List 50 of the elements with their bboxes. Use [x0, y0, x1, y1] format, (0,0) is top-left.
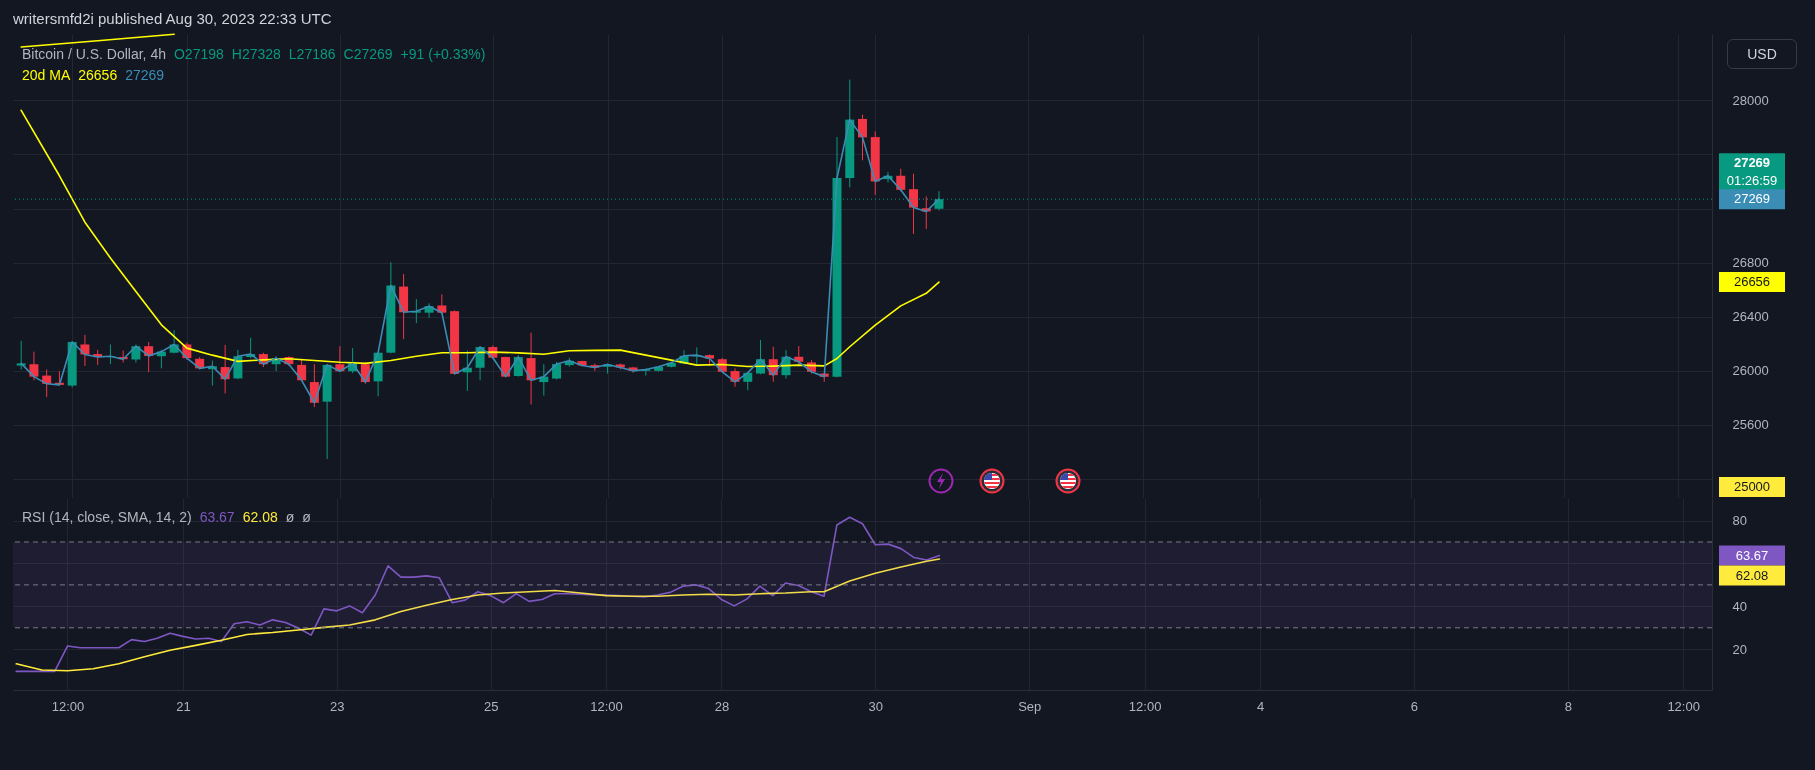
text: 27269	[1733, 191, 1771, 207]
text: 63.67	[1735, 547, 1769, 563]
y-tick-label: 40	[1732, 598, 1747, 614]
y-tick-label: 25600	[1732, 417, 1769, 433]
ref-line-label: 27269	[1733, 155, 1771, 171]
y-tick-label: 20	[1732, 641, 1747, 657]
y-tick-label: 80	[1732, 513, 1747, 529]
y-tick-label: 26000	[1732, 363, 1769, 379]
series-label: 20d MA	[22, 67, 71, 83]
x-tick-label: 8	[1564, 698, 1572, 714]
text: 25000	[1733, 479, 1771, 494]
annotation: 26656	[78, 67, 118, 83]
x-tick-label: 12:00	[51, 698, 85, 714]
x-tick-label: 23	[330, 698, 345, 714]
annotation: O27198	[173, 46, 224, 62]
x-tick-label: 28	[714, 698, 730, 714]
text: writersmfd2i published Aug 30, 2023 22:33 UTC	[13, 10, 332, 28]
candlestick	[908, 173, 918, 235]
y-tick-label: 28000	[1732, 92, 1769, 108]
annotation: ø	[285, 509, 295, 525]
x-tick-label: 12:00	[1128, 698, 1162, 714]
candlestick	[29, 351, 39, 381]
x-tick-label: 21	[176, 698, 191, 714]
annotation: L27186	[288, 46, 336, 62]
text: USD	[1727, 39, 1797, 69]
x-tick-label: 12:00	[590, 698, 623, 714]
annotation: H27328	[231, 46, 281, 62]
x-tick-label: 12:00	[1667, 698, 1700, 714]
annotation: 62.08	[242, 509, 278, 525]
annotation: 63.67	[199, 509, 235, 525]
annotation: 27269	[125, 67, 165, 83]
candlestick	[858, 114, 867, 161]
y-tick-label: 26400	[1732, 309, 1769, 325]
y-tick-label: 26800	[1732, 255, 1769, 271]
x-tick-label: 6	[1410, 698, 1418, 714]
x-tick-label: 30	[868, 698, 884, 714]
x-tick-label: 4	[1256, 698, 1265, 714]
x-tick-label: 25	[483, 698, 499, 714]
candlestick	[526, 332, 536, 406]
candlestick	[16, 340, 26, 370]
text: 26656	[1733, 274, 1771, 290]
x-tick-label: Sep	[1018, 698, 1042, 714]
line-series	[15, 558, 941, 672]
text: 01:26:59	[1726, 173, 1778, 189]
annotation: +91 (+0.33%)	[400, 46, 486, 62]
text: 62.08	[1735, 567, 1769, 583]
annotation: C27269	[343, 46, 393, 62]
text: Bitcoin / U.S. Dollar, 4h	[22, 46, 166, 62]
text: RSI (14, close, SMA, 14, 2)	[22, 509, 192, 525]
annotation: ø	[302, 509, 311, 525]
